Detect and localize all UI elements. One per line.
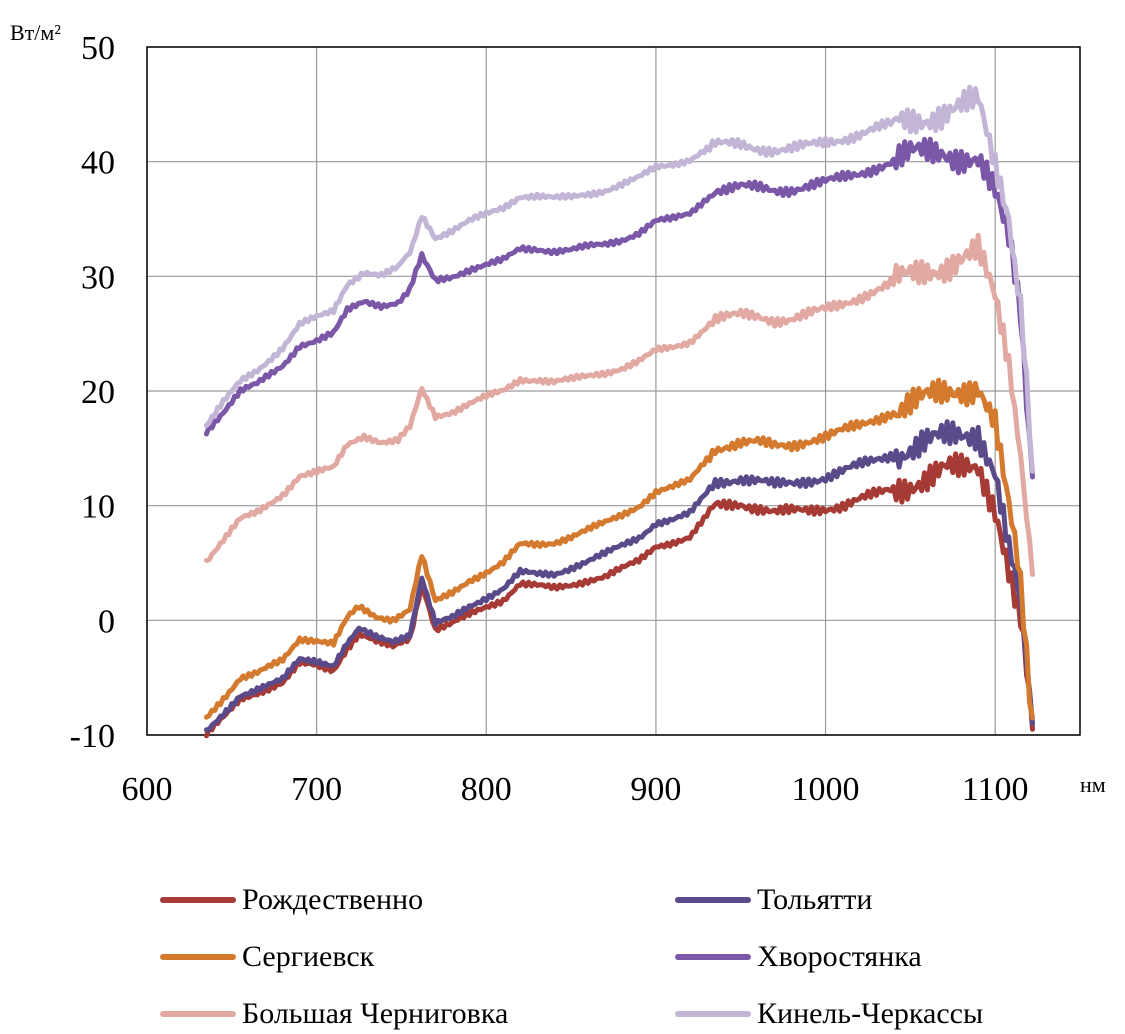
y-axis-unit-label: Вт/м²	[10, 20, 61, 45]
y-axis-tick-labels: -10 0 10 20 30 40 50	[70, 30, 115, 755]
y-tick-label: 10	[81, 489, 115, 526]
legend-label: Хворостянка	[757, 940, 922, 973]
legend-label: Большая Черниговка	[242, 997, 509, 1030]
legend-item: Тольятти	[675, 880, 872, 920]
y-tick-label: 40	[81, 145, 115, 182]
legend-swatch	[160, 954, 236, 960]
x-axis-unit-label: нм	[1080, 772, 1106, 797]
series-line-3	[203, 377, 1035, 721]
legend-swatch	[675, 1011, 751, 1017]
x-tick-label: 900	[630, 771, 681, 808]
series-layer	[203, 84, 1035, 739]
legend-label: Рождественно	[242, 883, 424, 916]
x-tick-label: 1000	[792, 771, 860, 808]
legend-item: Большая Черниговка	[160, 994, 508, 1034]
series-line-6	[203, 84, 1035, 474]
y-tick-label: 30	[81, 259, 115, 296]
legend-swatch	[160, 1011, 236, 1017]
x-tick-label: 700	[291, 771, 342, 808]
legend-label: Кинель-Черкассы	[757, 997, 984, 1030]
line-chart: 600 700 800 900 1000 1100 -10 0 10 20 30 40 50 Вт/м…	[10, 20, 1106, 808]
legend-swatch	[160, 897, 236, 903]
series-line-1	[203, 451, 1035, 739]
legend-item: Рождественно	[160, 880, 423, 920]
legend-label: Тольятти	[757, 883, 873, 916]
x-axis-tick-labels: 600 700 800 900 1000 1100	[122, 771, 1029, 808]
legend-swatch	[675, 897, 751, 903]
x-tick-label: 1100	[962, 771, 1029, 808]
y-tick-label: -10	[70, 718, 115, 755]
x-tick-label: 800	[461, 771, 512, 808]
series-line-4	[203, 136, 1035, 480]
legend-item: Сергиевск	[160, 937, 374, 977]
plot-area-frame	[146, 46, 1081, 736]
y-tick-label: 0	[98, 603, 115, 640]
legend-item: Кинель-Черкассы	[675, 994, 983, 1034]
y-tick-label: 20	[81, 374, 115, 411]
y-tick-label: 50	[81, 30, 115, 67]
series-line-2	[203, 419, 1035, 733]
x-tick-label: 600	[122, 771, 173, 808]
legend-label: Сергиевск	[242, 940, 375, 973]
legend-swatch	[675, 954, 751, 960]
series-line-5	[203, 232, 1035, 577]
legend-item: Хворостянка	[675, 937, 922, 977]
